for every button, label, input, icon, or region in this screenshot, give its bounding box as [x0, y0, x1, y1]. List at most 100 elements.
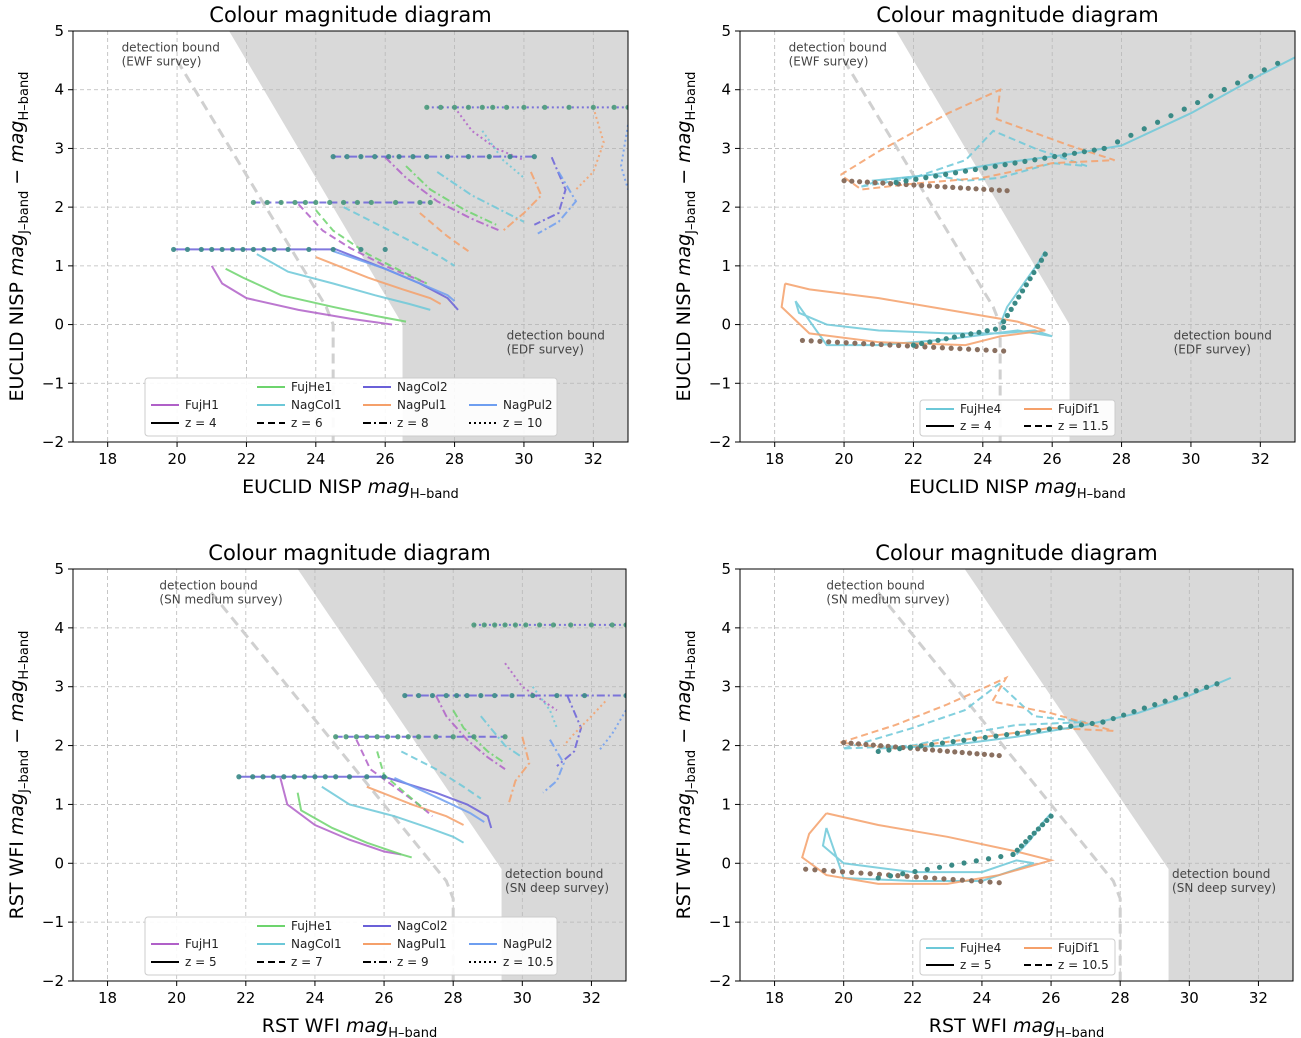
- data-point: [952, 170, 959, 176]
- x-tick-label: 24: [306, 450, 325, 468]
- data-point: [343, 734, 349, 740]
- axes-frame: [72, 30, 629, 443]
- series-NagCol1-z8: [436, 171, 525, 223]
- legend-redshift-label: z = 5: [960, 958, 992, 972]
- data-point: [410, 154, 416, 160]
- legend-box: [919, 938, 1116, 976]
- data-point: [929, 741, 935, 748]
- y-tick-label: −2: [42, 972, 64, 990]
- detection-region: [229, 31, 628, 442]
- legend-model-label: FujHe4: [960, 402, 1001, 416]
- data-point: [271, 246, 277, 253]
- y-tick-label: 4: [54, 619, 64, 637]
- series-FujHe1-z8: [405, 165, 497, 226]
- data-point: [1048, 813, 1054, 819]
- data-point: [913, 176, 919, 182]
- annotation-line-1: detection bound: [507, 328, 605, 342]
- data-point: [260, 774, 266, 780]
- panel-1: detection bound(EWF survey)detection bou…: [6, 3, 629, 502]
- data-point: [992, 347, 998, 354]
- data-point: [799, 337, 806, 344]
- y-tick-label: −1: [42, 374, 64, 392]
- data-point: [875, 748, 881, 755]
- data-point: [961, 737, 967, 743]
- data-point: [941, 876, 947, 882]
- y-axis-label: EUCLID NISP magJ–band − magH–band: [6, 72, 32, 402]
- data-point: [896, 342, 902, 349]
- data-point: [985, 856, 992, 862]
- legend: FujH1 z = 5 FujHe1 NagCol1 z = 7 NagCol2 NagPu…: [144, 916, 558, 976]
- data-point: [1248, 73, 1254, 79]
- data-point: [968, 331, 974, 337]
- y-tick-label: 1: [54, 257, 64, 275]
- data-point: [1001, 324, 1007, 331]
- series-FujHe4-z5: [878, 676, 1232, 750]
- y-tick-label: 5: [54, 22, 64, 40]
- data-point: [306, 246, 312, 253]
- data-point: [465, 154, 472, 160]
- data-point: [965, 185, 971, 191]
- series-NagCol1-z6: [343, 206, 456, 267]
- data-point: [471, 734, 477, 740]
- data-point: [536, 622, 543, 628]
- data-point: [372, 154, 378, 160]
- y-tick-label: −2: [42, 433, 64, 451]
- data-point: [957, 185, 964, 191]
- data-point: [1193, 688, 1199, 694]
- x-tick-label: 28: [445, 450, 464, 468]
- data-point: [918, 743, 924, 749]
- data-point: [1162, 698, 1168, 704]
- data-point: [330, 154, 336, 160]
- data-point: [808, 338, 814, 344]
- data-point: [959, 749, 965, 756]
- x-tick-label: 32: [1251, 450, 1270, 468]
- legend-model-label: FujHe4: [960, 941, 1001, 955]
- data-point: [1023, 839, 1029, 845]
- annotation-line-2: (SN deep survey): [505, 881, 609, 895]
- data-point: [1042, 251, 1048, 257]
- data-point: [1208, 93, 1214, 99]
- annotation-line-1: detection bound: [826, 579, 924, 593]
- x-tick-label: 26: [376, 450, 395, 468]
- series-FujHe1-z4: [225, 267, 407, 323]
- series-NagPul1-z8: [502, 171, 543, 232]
- data-point: [1203, 684, 1210, 690]
- y-axis-label: RST WFI magJ–band − magH–band: [6, 631, 32, 920]
- data-point: [992, 326, 999, 332]
- data-point: [465, 104, 472, 110]
- data-point: [872, 180, 878, 186]
- data-point: [1052, 153, 1058, 160]
- data-point: [250, 246, 256, 253]
- data-point: [904, 343, 911, 349]
- data-point: [1016, 294, 1022, 300]
- data-point: [1061, 152, 1068, 158]
- data-point: [937, 748, 943, 754]
- data-point: [1042, 155, 1048, 161]
- data-point: [438, 104, 444, 110]
- legend-model-label: NagCol1: [291, 398, 342, 412]
- data-point: [826, 339, 832, 345]
- data-point: [330, 246, 336, 253]
- data-point: [988, 187, 995, 193]
- series-FujH1-z6: [297, 203, 428, 285]
- data-point: [1008, 306, 1014, 312]
- data-point: [609, 622, 615, 628]
- legend-model-label: FujH1: [185, 937, 219, 951]
- data-point: [939, 740, 946, 746]
- data-point: [1172, 695, 1179, 701]
- data-point: [333, 774, 339, 780]
- legend-redshift-label: z = 10: [503, 416, 542, 430]
- panel-2: detection bound(EWF survey)detection bou…: [673, 3, 1296, 502]
- x-tick-label: 22: [236, 989, 255, 1007]
- data-point: [1091, 147, 1097, 153]
- data-point: [590, 104, 596, 110]
- data-point: [219, 246, 225, 253]
- series-NagPul1-z4: [315, 256, 442, 305]
- data-point: [625, 104, 628, 110]
- data-point: [907, 744, 913, 750]
- data-point: [919, 340, 925, 347]
- data-point: [392, 199, 399, 206]
- legend-model-label: FujH1: [185, 398, 219, 412]
- data-point: [1001, 319, 1007, 325]
